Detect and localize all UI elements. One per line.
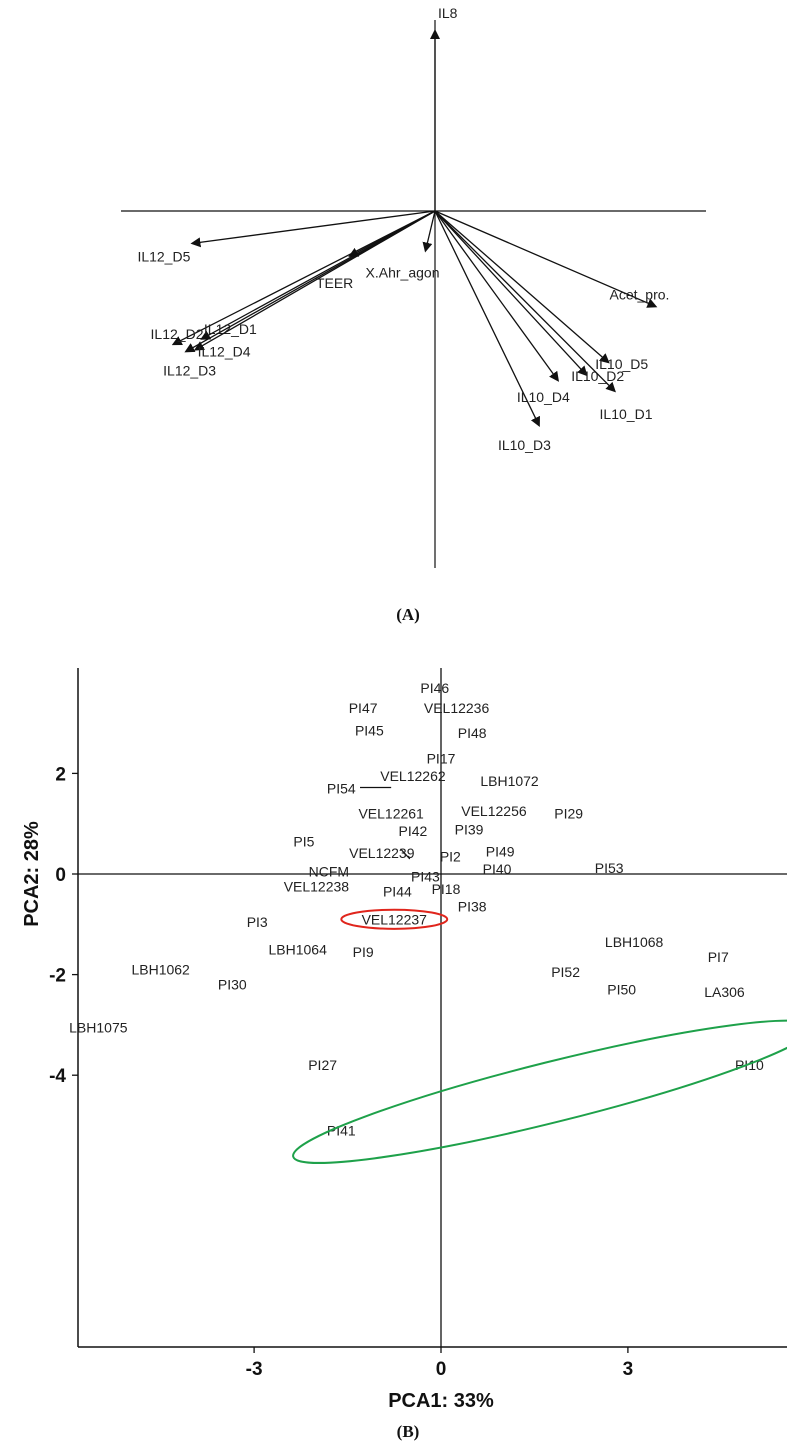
x-tick-label: 0 [436, 1359, 447, 1380]
point-label-lbh1068: LBH1068 [605, 934, 664, 950]
vector-label-x-ahr-agon: X.Ahr_agon [366, 265, 440, 281]
point-label-vel12239: VEL12239 [349, 845, 415, 861]
y-axis-title: PCA2: 28% [21, 821, 43, 927]
point-label-pi47: PI47 [349, 700, 378, 716]
y-tick-label: -2 [49, 966, 66, 987]
point-label-pi18: PI18 [432, 881, 461, 897]
point-label-pi5: PI5 [293, 833, 314, 849]
point-label-pi49: PI49 [486, 843, 515, 859]
point-label-pi45: PI45 [355, 723, 384, 739]
point-label-pi29: PI29 [554, 806, 583, 822]
vector-label-il10-d2: IL10_D2 [571, 368, 624, 384]
point-label-pi40: PI40 [483, 861, 512, 877]
loading-vector-il12-d3 [184, 210, 436, 353]
point-label-pi38: PI38 [458, 899, 487, 915]
point-label-lbh1064: LBH1064 [269, 941, 328, 957]
y-tick-label: 0 [55, 865, 66, 886]
biplot-panel-a: IL8 IL12_D5 TEER X.Ahr_agon Acet_pro. IL12_D2… [121, 5, 706, 568]
point-label-pi50: PI50 [607, 982, 636, 998]
x-tick-label: -3 [246, 1359, 263, 1380]
point-label-pi9: PI9 [353, 944, 374, 960]
point-label-pi39: PI39 [455, 822, 484, 838]
highlight-ellipse-red [340, 908, 449, 930]
vector-label-il12-d4: IL12_D4 [198, 344, 251, 360]
loading-vector-acet-pro [434, 210, 658, 308]
loading-vector-il10-d3 [434, 210, 540, 427]
point-label-ncfm: NCFM [309, 863, 349, 879]
loading-vector-il12-d2 [171, 210, 436, 346]
point-label-pi2: PI2 [440, 848, 461, 864]
vector-label-acet-pro: Acet_pro. [610, 286, 670, 302]
vector-label-teer: TEER [316, 275, 353, 291]
point-label-pi42: PI42 [399, 823, 428, 839]
point-label-pi17: PI17 [427, 750, 456, 766]
vector-label-il8: IL8 [438, 5, 458, 21]
point-label-vel12237: VEL12237 [362, 911, 428, 927]
vector-label-il12-d2: IL12_D2 [151, 326, 204, 342]
point-label-lbh1062: LBH1062 [131, 962, 190, 978]
panel-b-label: (B) [397, 1422, 420, 1441]
loading-vector-il10-d5 [434, 210, 610, 364]
loading-vector-il12-d5 [190, 210, 436, 248]
vector-label-il10-d3: IL10_D3 [498, 437, 551, 453]
loading-vector-il10-d1 [434, 210, 616, 393]
point-label-vel12261: VEL12261 [358, 806, 424, 822]
vector-label-il12-d3: IL12_D3 [163, 362, 216, 378]
leader-line [400, 848, 411, 860]
point-label-pi30: PI30 [218, 977, 247, 993]
point-label-pi27: PI27 [308, 1057, 337, 1073]
vector-label-il12-d5: IL12_D5 [137, 248, 190, 264]
point-label-vel12256: VEL12256 [461, 803, 527, 819]
point-label-pi48: PI48 [458, 725, 487, 741]
vector-label-il10-d1: IL10_D1 [600, 406, 653, 422]
point-label-lbh1075: LBH1075 [69, 1019, 128, 1035]
point-label-pi7: PI7 [708, 949, 729, 965]
point-label-pi54: PI54 [327, 780, 356, 796]
point-label-pi53: PI53 [595, 860, 624, 876]
highlight-ellipse-green [292, 1019, 787, 1164]
point-label-pi44: PI44 [383, 884, 412, 900]
scatter-panel-b: -3 0 3 2 0 -2 -4 PCA1: 33% PCA2: 28% PI46 PI47 VEL1… [21, 668, 787, 1412]
point-label-lbh1072: LBH1072 [480, 773, 539, 789]
point-label-pi43: PI43 [411, 869, 440, 885]
point-label-la306: LA306 [704, 984, 745, 1000]
panel-a-label: (A) [396, 605, 420, 624]
y-tick-label: 2 [55, 764, 66, 785]
point-label-vel12238: VEL12238 [284, 879, 350, 895]
point-label-vel12236: VEL12236 [424, 700, 490, 716]
point-label-pi52: PI52 [551, 964, 580, 980]
point-label-pi3: PI3 [247, 914, 268, 930]
loading-vector-il10-d4 [434, 210, 560, 382]
x-axis-title: PCA1: 33% [388, 1390, 494, 1412]
y-tick-label: -4 [49, 1066, 66, 1087]
loading-vector-il10-d2 [434, 210, 588, 377]
point-label-pi46: PI46 [420, 680, 449, 696]
point-label-vel12262: VEL12262 [380, 768, 446, 784]
point-label-pi41: PI41 [327, 1123, 356, 1139]
loading-vector-x-ahr-agon [422, 210, 436, 253]
x-tick-label: 3 [623, 1359, 634, 1380]
vector-label-il10-d4: IL10_D4 [517, 389, 570, 405]
vector-label-il10-d5: IL10_D5 [595, 356, 648, 372]
